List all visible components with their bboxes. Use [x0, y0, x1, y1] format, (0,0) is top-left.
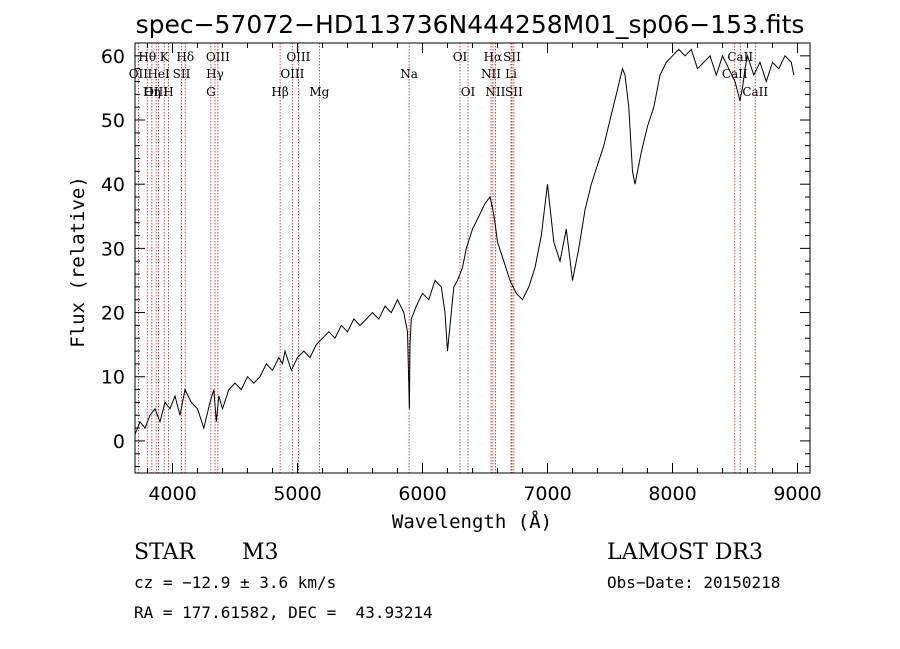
chart-title: spec−57072−HD113736N444258M01_sp06−153.f…	[136, 10, 805, 39]
spectral-line-label: HeI	[147, 67, 170, 81]
spectral-line-label: Hγ	[206, 67, 224, 81]
spectral-line-label: Hη	[143, 85, 161, 99]
y-axis-label: Flux (relative)	[67, 176, 89, 348]
spectral-line-label: NII	[481, 67, 501, 81]
x-tick-label: 6000	[398, 483, 446, 505]
y-tick-label: 10	[101, 367, 125, 389]
y-tick-label: 40	[101, 174, 125, 196]
spectral-line-label: SII	[173, 67, 191, 81]
y-tick-label: 30	[101, 238, 125, 260]
spectral-line-label: OIII	[286, 50, 310, 64]
x-tick-label: 5000	[273, 483, 321, 505]
spectral-line-label: NII	[485, 85, 505, 99]
spectral-line-label: Hθ	[138, 50, 156, 64]
object-subclass: M3	[242, 540, 279, 565]
object-class: STAR	[134, 540, 195, 565]
y-tick-label: 60	[101, 46, 125, 68]
observation-date: Obs−Date: 20150218	[607, 573, 781, 592]
spectral-line-label: H	[163, 85, 173, 99]
spectral-line-label: OIII	[144, 85, 168, 99]
x-tick-label: 9000	[773, 483, 821, 505]
plot-frame	[134, 42, 811, 474]
spectral-line-label: Li	[505, 67, 517, 81]
x-axis: 4000 5000 6000 7000 8000 9000	[147, 43, 822, 505]
y-tick-label: 20	[101, 303, 125, 325]
spectral-line-label: G	[206, 85, 216, 99]
x-axis-label: Wavelength (Å)	[392, 510, 552, 533]
spectral-line-label: K	[160, 50, 170, 64]
x-tick-label: 4000	[148, 483, 196, 505]
x-tick-label: 8000	[648, 483, 696, 505]
spectral-line-label: Hδ	[176, 50, 194, 64]
survey-name: LAMOST DR3	[607, 540, 763, 565]
y-axis: 0 10 20 30 40 50 60	[101, 42, 810, 468]
spectral-line-label: OII	[129, 67, 149, 81]
spectral-line-label: Hα	[484, 50, 503, 64]
spectral-line-label: CaII	[742, 85, 768, 99]
redshift-velocity: cz = −12.9 ± 3.6 km/s	[134, 573, 337, 592]
spectral-line-label: Na	[400, 67, 418, 81]
coordinates: RA = 177.61582, DEC = 43.93214	[134, 603, 433, 622]
spectral-line-label: OI	[461, 85, 476, 99]
y-tick-label: 50	[101, 110, 125, 132]
spectral-line-label: CaII	[722, 67, 748, 81]
spectral-line-label: OI	[453, 50, 468, 64]
spectral-line-label: OIII	[280, 67, 304, 81]
spectral-line-label: Mg	[309, 85, 329, 99]
spectral-line-label: Hβ	[271, 85, 288, 99]
y-tick-label: 0	[113, 431, 125, 453]
spectral-line-label: SII	[505, 85, 523, 99]
spectrum-series	[134, 48, 795, 435]
x-tick-label: 7000	[523, 483, 571, 505]
spectral-line-label: SII	[503, 50, 521, 64]
spectral-line-label: OIII	[206, 50, 230, 64]
